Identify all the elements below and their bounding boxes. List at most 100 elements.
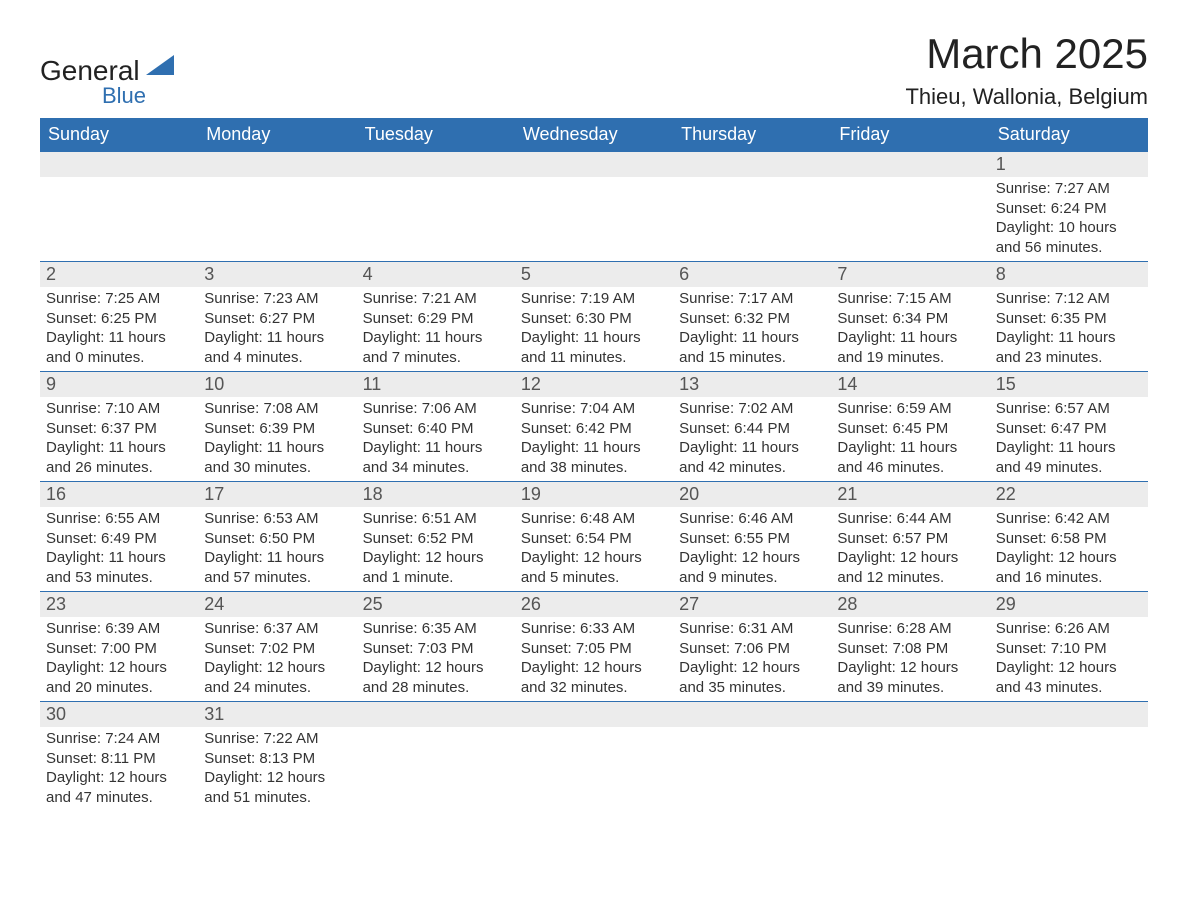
day-header: Saturday: [990, 118, 1148, 152]
day-number: [673, 152, 831, 177]
calendar-cell: 1Sunrise: 7:27 AMSunset: 6:24 PMDaylight…: [990, 152, 1148, 262]
calendar-cell: 23Sunrise: 6:39 AMSunset: 7:00 PMDayligh…: [40, 592, 198, 702]
day-sunset: Sunset: 6:39 PM: [204, 419, 350, 439]
day-body: Sunrise: 6:48 AMSunset: 6:54 PMDaylight:…: [515, 507, 673, 591]
day-number: 21: [831, 482, 989, 507]
day-sunrise: Sunrise: 7:10 AM: [46, 399, 192, 419]
day-sunset: Sunset: 6:57 PM: [837, 529, 983, 549]
day-number: 10: [198, 372, 356, 397]
day-body: Sunrise: 6:59 AMSunset: 6:45 PMDaylight:…: [831, 397, 989, 481]
day-daylight: Daylight: 11 hours and 23 minutes.: [996, 328, 1142, 367]
day-sunset: Sunset: 6:24 PM: [996, 199, 1142, 219]
day-body: Sunrise: 7:24 AMSunset: 8:11 PMDaylight:…: [40, 727, 198, 811]
day-number: 13: [673, 372, 831, 397]
day-sunset: Sunset: 6:37 PM: [46, 419, 192, 439]
calendar-cell: [673, 702, 831, 812]
day-daylight: Daylight: 11 hours and 11 minutes.: [521, 328, 667, 367]
day-sunrise: Sunrise: 7:21 AM: [363, 289, 509, 309]
day-daylight: Daylight: 12 hours and 39 minutes.: [837, 658, 983, 697]
day-sunrise: Sunrise: 6:59 AM: [837, 399, 983, 419]
day-number: 6: [673, 262, 831, 287]
calendar-cell: 4Sunrise: 7:21 AMSunset: 6:29 PMDaylight…: [357, 262, 515, 372]
calendar-cell: 17Sunrise: 6:53 AMSunset: 6:50 PMDayligh…: [198, 482, 356, 592]
day-sunset: Sunset: 6:52 PM: [363, 529, 509, 549]
day-body: Sunrise: 6:39 AMSunset: 7:00 PMDaylight:…: [40, 617, 198, 701]
day-number: 14: [831, 372, 989, 397]
day-number: 18: [357, 482, 515, 507]
day-number: 7: [831, 262, 989, 287]
day-body: Sunrise: 7:22 AMSunset: 8:13 PMDaylight:…: [198, 727, 356, 811]
day-daylight: Daylight: 10 hours and 56 minutes.: [996, 218, 1142, 257]
day-header: Monday: [198, 118, 356, 152]
day-sunset: Sunset: 6:47 PM: [996, 419, 1142, 439]
calendar-cell: 30Sunrise: 7:24 AMSunset: 8:11 PMDayligh…: [40, 702, 198, 812]
calendar-cell: 31Sunrise: 7:22 AMSunset: 8:13 PMDayligh…: [198, 702, 356, 812]
calendar-table: Sunday Monday Tuesday Wednesday Thursday…: [40, 118, 1148, 811]
day-header-row: Sunday Monday Tuesday Wednesday Thursday…: [40, 118, 1148, 152]
day-body: Sunrise: 6:31 AMSunset: 7:06 PMDaylight:…: [673, 617, 831, 701]
calendar-cell: 27Sunrise: 6:31 AMSunset: 7:06 PMDayligh…: [673, 592, 831, 702]
calendar-cell: 12Sunrise: 7:04 AMSunset: 6:42 PMDayligh…: [515, 372, 673, 482]
day-daylight: Daylight: 12 hours and 28 minutes.: [363, 658, 509, 697]
calendar-cell: 21Sunrise: 6:44 AMSunset: 6:57 PMDayligh…: [831, 482, 989, 592]
calendar-cell: 20Sunrise: 6:46 AMSunset: 6:55 PMDayligh…: [673, 482, 831, 592]
day-sunrise: Sunrise: 6:35 AM: [363, 619, 509, 639]
day-number: 19: [515, 482, 673, 507]
day-sunrise: Sunrise: 6:46 AM: [679, 509, 825, 529]
day-daylight: Daylight: 12 hours and 9 minutes.: [679, 548, 825, 587]
day-daylight: Daylight: 12 hours and 32 minutes.: [521, 658, 667, 697]
day-daylight: Daylight: 12 hours and 47 minutes.: [46, 768, 192, 807]
day-body: Sunrise: 7:25 AMSunset: 6:25 PMDaylight:…: [40, 287, 198, 371]
day-number: 4: [357, 262, 515, 287]
day-daylight: Daylight: 12 hours and 16 minutes.: [996, 548, 1142, 587]
calendar-cell: [515, 152, 673, 262]
day-sunrise: Sunrise: 6:55 AM: [46, 509, 192, 529]
day-header: Sunday: [40, 118, 198, 152]
day-sunset: Sunset: 6:30 PM: [521, 309, 667, 329]
day-body: [990, 727, 1148, 753]
calendar-cell: 6Sunrise: 7:17 AMSunset: 6:32 PMDaylight…: [673, 262, 831, 372]
day-number: 8: [990, 262, 1148, 287]
calendar-week-row: 30Sunrise: 7:24 AMSunset: 8:11 PMDayligh…: [40, 702, 1148, 812]
calendar-cell: [198, 152, 356, 262]
calendar-cell: 2Sunrise: 7:25 AMSunset: 6:25 PMDaylight…: [40, 262, 198, 372]
calendar-cell: 9Sunrise: 7:10 AMSunset: 6:37 PMDaylight…: [40, 372, 198, 482]
day-number: [831, 152, 989, 177]
day-sunrise: Sunrise: 6:48 AM: [521, 509, 667, 529]
day-number: 17: [198, 482, 356, 507]
day-number: 29: [990, 592, 1148, 617]
day-header: Thursday: [673, 118, 831, 152]
day-number: 26: [515, 592, 673, 617]
day-daylight: Daylight: 12 hours and 24 minutes.: [204, 658, 350, 697]
day-sunrise: Sunrise: 7:08 AM: [204, 399, 350, 419]
day-sunrise: Sunrise: 7:06 AM: [363, 399, 509, 419]
day-sunset: Sunset: 6:54 PM: [521, 529, 667, 549]
day-number: 15: [990, 372, 1148, 397]
day-sunset: Sunset: 7:02 PM: [204, 639, 350, 659]
day-daylight: Daylight: 11 hours and 4 minutes.: [204, 328, 350, 367]
day-body: Sunrise: 6:26 AMSunset: 7:10 PMDaylight:…: [990, 617, 1148, 701]
logo-triangle-icon: [146, 55, 174, 80]
day-daylight: Daylight: 11 hours and 7 minutes.: [363, 328, 509, 367]
day-daylight: Daylight: 12 hours and 51 minutes.: [204, 768, 350, 807]
day-daylight: Daylight: 11 hours and 38 minutes.: [521, 438, 667, 477]
day-sunset: Sunset: 6:32 PM: [679, 309, 825, 329]
day-number: [198, 152, 356, 177]
day-sunrise: Sunrise: 6:39 AM: [46, 619, 192, 639]
day-daylight: Daylight: 11 hours and 15 minutes.: [679, 328, 825, 367]
day-body: Sunrise: 7:19 AMSunset: 6:30 PMDaylight:…: [515, 287, 673, 371]
day-body: [515, 727, 673, 753]
day-number: 28: [831, 592, 989, 617]
calendar-cell: 3Sunrise: 7:23 AMSunset: 6:27 PMDaylight…: [198, 262, 356, 372]
day-number: 24: [198, 592, 356, 617]
day-sunset: Sunset: 6:44 PM: [679, 419, 825, 439]
day-body: [40, 177, 198, 203]
day-daylight: Daylight: 12 hours and 43 minutes.: [996, 658, 1142, 697]
day-sunset: Sunset: 6:55 PM: [679, 529, 825, 549]
calendar-cell: [515, 702, 673, 812]
day-number: [673, 702, 831, 727]
calendar-cell: [831, 152, 989, 262]
calendar-cell: 22Sunrise: 6:42 AMSunset: 6:58 PMDayligh…: [990, 482, 1148, 592]
day-sunset: Sunset: 7:08 PM: [837, 639, 983, 659]
day-daylight: Daylight: 11 hours and 53 minutes.: [46, 548, 192, 587]
